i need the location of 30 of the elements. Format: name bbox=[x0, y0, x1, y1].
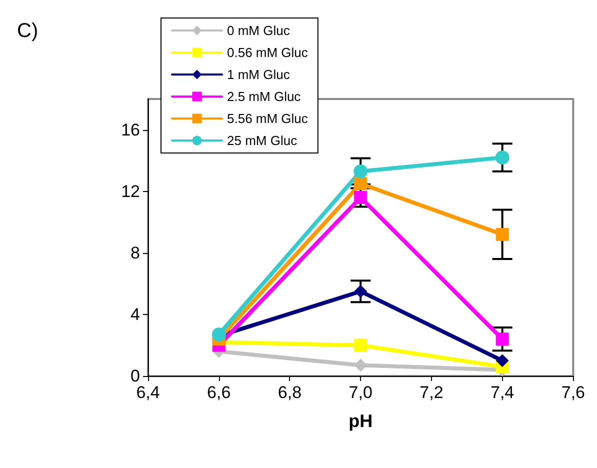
x-tick-label: 7,2 bbox=[420, 383, 444, 402]
chart-title: C) bbox=[17, 20, 38, 42]
legend-label: 0.56 mM Gluc bbox=[227, 45, 308, 60]
y-tick-label: 4 bbox=[130, 304, 140, 324]
y-tick-label: 8 bbox=[130, 243, 140, 262]
legend-label: 25 mM Gluc bbox=[227, 133, 298, 148]
y-tick-label: 12 bbox=[121, 182, 140, 201]
point bbox=[496, 332, 509, 346]
x-tick-label: 6,6 bbox=[207, 383, 231, 402]
point bbox=[354, 338, 368, 352]
x-axis-title: pH bbox=[348, 411, 373, 431]
point bbox=[496, 228, 509, 241]
point bbox=[354, 358, 368, 372]
point bbox=[354, 177, 368, 190]
legend-label: 0 mM Gluc bbox=[227, 23, 290, 38]
x-tick-label: 7,4 bbox=[490, 383, 514, 402]
legend-label: 1 mM Gluc bbox=[227, 67, 290, 82]
y-tick-label: 0 bbox=[130, 366, 140, 386]
x-tick-label: 7,6 bbox=[561, 383, 586, 402]
point bbox=[354, 190, 368, 204]
legend-label: 5.56 mM Gluc bbox=[227, 111, 308, 126]
x-tick-label: 6,8 bbox=[278, 383, 302, 402]
point bbox=[495, 150, 510, 164]
point bbox=[354, 284, 368, 298]
x-tick-label: 6,4 bbox=[136, 383, 160, 402]
x-tick-label: 7,0 bbox=[348, 383, 372, 402]
y-tick-label: 16 bbox=[121, 120, 140, 140]
point bbox=[212, 327, 226, 342]
legend-label: 2.5 mM Gluc bbox=[227, 89, 302, 104]
point bbox=[354, 164, 368, 178]
